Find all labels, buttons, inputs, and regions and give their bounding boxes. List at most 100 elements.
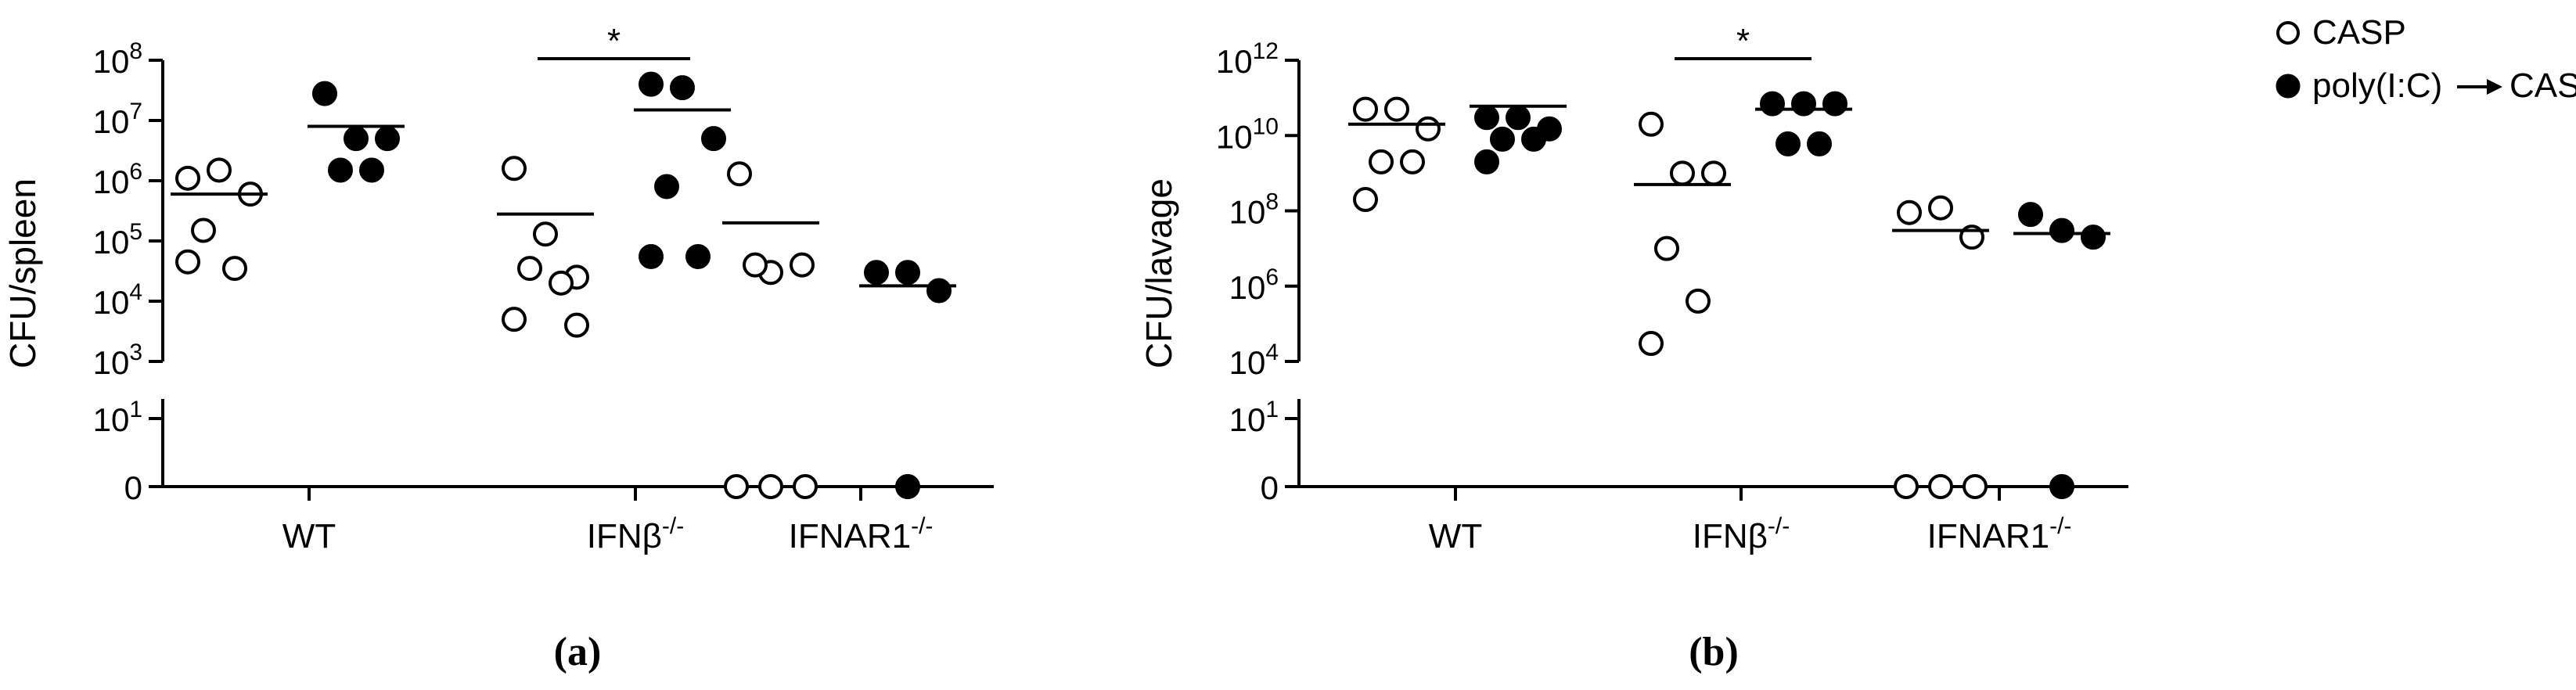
chart-panel-a: 108 107 106 105 104 103 101 0 CFU/spleen WT IFNβ-/… <box>2 22 994 674</box>
y-tick-label: 103 <box>93 340 142 381</box>
x-tick-label: WT <box>282 517 336 555</box>
significance-star: * <box>1736 22 1750 60</box>
y-tick-label: 104 <box>93 279 142 321</box>
y-axis-label: CFU/spleen <box>2 178 43 368</box>
data-point-casp <box>1894 474 1919 499</box>
data-point-casp <box>793 474 818 499</box>
panel-label: (b) <box>1689 630 1739 674</box>
y-tick-label: 0 <box>124 469 142 506</box>
data-point-polyic-casp <box>1760 91 1785 117</box>
data-point-casp <box>1670 160 1695 186</box>
data-point-casp <box>1654 235 1679 261</box>
data-point-casp <box>1416 116 1441 142</box>
data-point-casp <box>517 256 542 282</box>
y-tick-label: 106 <box>1229 264 1279 306</box>
data-point-polyic-casp <box>375 126 400 152</box>
data-point-polyic-casp <box>1490 126 1515 152</box>
data-point-polyic-casp <box>926 278 952 304</box>
data-point-casp <box>1963 474 1988 499</box>
y-tick-label: 105 <box>93 219 142 261</box>
legend: CASP poly(I:C) CASP <box>2276 13 2576 105</box>
legend-arrow-head <box>2487 79 2502 95</box>
data-point-casp <box>1400 149 1425 174</box>
data-point-casp <box>1639 111 1664 137</box>
x-tick-label: IFNβ-/- <box>1693 513 1790 555</box>
legend-marker-casp <box>2276 21 2300 45</box>
data-point-casp <box>175 165 200 191</box>
data-point-casp <box>1369 149 1394 174</box>
data-point-casp <box>1353 187 1378 213</box>
data-point-polyic-casp <box>359 157 384 183</box>
significance-star: * <box>607 22 621 60</box>
data-point-polyic-casp <box>2049 474 2074 499</box>
data-point-polyic-casp <box>1775 131 1801 156</box>
data-point-casp <box>1928 474 1953 499</box>
data-point-casp <box>533 221 558 247</box>
y-tick-label: 108 <box>1229 189 1279 231</box>
data-point-casp <box>564 312 589 338</box>
data-point-polyic-casp <box>1791 91 1816 117</box>
data-point-casp <box>758 474 783 499</box>
data-point-polyic-casp <box>895 260 920 286</box>
data-point-polyic-casp <box>1474 105 1499 131</box>
data-point-polyic-casp <box>1474 149 1499 174</box>
data-point-polyic-casp <box>1506 105 1531 131</box>
data-point-polyic-casp <box>654 174 679 199</box>
legend-marker-polyic-casp <box>2276 74 2301 99</box>
y-tick-label: 101 <box>1229 397 1279 438</box>
data-point-casp <box>1897 199 1922 225</box>
data-point-casp <box>727 161 752 187</box>
data-point-casp <box>502 156 527 181</box>
data-point-casp <box>207 157 232 183</box>
data-point-casp <box>502 307 527 332</box>
data-point-polyic-casp <box>1807 131 1832 156</box>
data-point-polyic-casp <box>2049 217 2074 243</box>
y-tick-label: 1012 <box>1216 38 1279 80</box>
data-point-casp <box>790 252 815 278</box>
data-point-polyic-casp <box>2081 225 2106 250</box>
data-point-casp <box>1353 96 1378 122</box>
data-point-casp <box>222 256 247 282</box>
data-point-polyic-casp <box>328 157 353 183</box>
x-tick-label: IFNAR1-/- <box>1927 513 2072 555</box>
data-point-casp <box>724 474 749 499</box>
data-point-casp <box>1384 96 1409 122</box>
data-point-polyic-casp <box>864 260 889 286</box>
data-point-casp <box>175 249 200 275</box>
y-tick-label: 1010 <box>1216 113 1279 155</box>
data-point-polyic-casp <box>895 474 920 499</box>
data-point-casp <box>1701 160 1726 186</box>
data-point-casp <box>191 217 216 243</box>
legend-label-polyic-casp-suffix: CASP <box>2509 66 2576 105</box>
y-axis-label: CFU/lavage <box>1139 178 1179 368</box>
data-point-polyic-casp <box>701 126 726 152</box>
data-point-polyic-casp <box>685 243 711 269</box>
data-point-casp <box>1639 331 1664 357</box>
data-point-polyic-casp <box>1521 126 1546 152</box>
data-point-casp <box>549 270 574 296</box>
data-point-casp <box>743 252 768 278</box>
data-point-polyic-casp <box>670 75 695 101</box>
data-point-polyic-casp <box>312 81 337 106</box>
y-tick-label: 108 <box>93 38 142 80</box>
data-point-casp <box>1686 288 1711 314</box>
x-tick-label: IFNβ-/- <box>587 513 685 555</box>
y-tick-label: 101 <box>93 397 142 438</box>
data-point-polyic-casp <box>344 126 369 152</box>
data-point-polyic-casp <box>2018 202 2043 228</box>
y-tick-label: 0 <box>1261 469 1279 506</box>
data-point-polyic-casp <box>639 71 664 97</box>
x-tick-label: WT <box>1429 517 1482 555</box>
data-point-polyic-casp <box>639 243 664 269</box>
data-point-polyic-casp <box>1822 91 1847 117</box>
legend-label-casp: CASP <box>2312 13 2406 52</box>
data-point-casp <box>1928 195 1953 221</box>
y-tick-label: 104 <box>1229 340 1279 381</box>
y-tick-label: 107 <box>93 99 142 140</box>
y-tick-label: 106 <box>93 159 142 200</box>
panel-label: (a) <box>554 630 602 674</box>
x-tick-label: IFNAR1-/- <box>789 513 934 555</box>
legend-label-polyic-casp-prefix: poly(I:C) <box>2312 66 2442 105</box>
